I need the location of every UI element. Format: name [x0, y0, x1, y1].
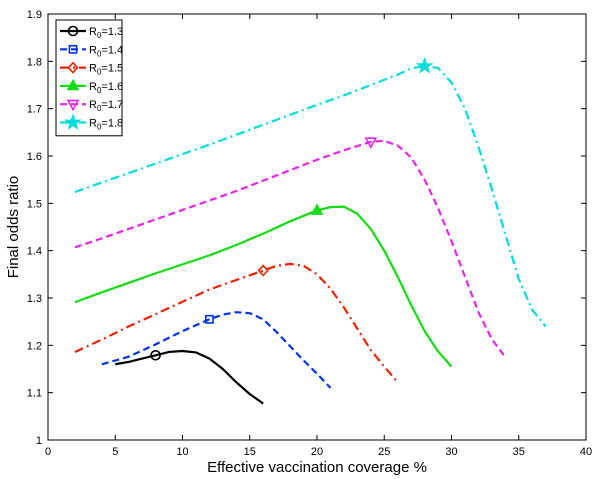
x-tick-label: 25 [378, 446, 390, 458]
legend-label-suffix: =1.3 [101, 26, 123, 38]
y-tick-label: 1.4 [27, 246, 42, 258]
y-tick-label: 1.5 [27, 198, 42, 210]
ticks-layer: 0 5 10 15 20 25 30 35 40 1 1.1 1.2 1.3 1.4 1.5 1.6 1.7 1.… [27, 9, 592, 458]
y-tick-label: 1.7 [27, 104, 42, 116]
legend-label: R0=1.8 [89, 118, 123, 132]
legend-label-suffix: =1.5 [101, 63, 123, 75]
legend-box [55, 19, 123, 137]
legend-item: R0=1.8 [60, 113, 123, 132]
legend-label-sub: 0 [97, 86, 102, 95]
x-tick-label: 30 [445, 446, 457, 458]
legend-label: R0=1.4 [89, 44, 123, 58]
series-line [74, 64, 547, 328]
series-line [74, 139, 507, 358]
legend-item: R0=1.5 [60, 61, 123, 77]
series-marker [205, 314, 214, 324]
legend-label-suffix: =1.8 [101, 118, 123, 130]
legend-marker [66, 78, 80, 91]
y-tick-label: 1.8 [27, 56, 42, 68]
legend-label-prefix: R [89, 99, 97, 111]
legend-label-prefix: R [89, 118, 97, 130]
legend-item: R0=1.4 [60, 44, 123, 58]
legend-marker [68, 44, 78, 54]
x-tick-label: 5 [112, 446, 118, 458]
y-axis-title: Final odds ratio [5, 176, 22, 279]
series-1 [101, 311, 332, 389]
axes-box [47, 13, 587, 441]
x-tick-label: 10 [176, 446, 188, 458]
legend-label-sub: 0 [97, 104, 102, 113]
series-marker [364, 137, 378, 149]
series-2 [74, 262, 399, 383]
series-5 [74, 56, 547, 328]
y-tick-label: 1.2 [27, 340, 42, 352]
y-tick-label: 1.9 [27, 9, 42, 21]
legend-marker [66, 99, 80, 112]
legend-label: R0=1.6 [89, 81, 123, 95]
series-line [115, 349, 264, 405]
legend-label-suffix: =1.6 [101, 81, 123, 93]
series-line [74, 262, 399, 383]
series-marker [150, 349, 161, 361]
y-tick-label: 1.1 [27, 388, 42, 400]
legend-item: R0=1.6 [60, 78, 123, 95]
series-marker [310, 203, 324, 215]
legend-item: R0=1.3 [60, 25, 123, 40]
series-marker [257, 264, 269, 277]
legend-label-prefix: R [89, 44, 97, 56]
series-0 [115, 349, 264, 405]
series-line [74, 205, 453, 368]
legend-marker [67, 61, 79, 74]
x-axis-title: Effective vaccination coverage % [207, 459, 427, 476]
legend-item: R0=1.7 [60, 99, 123, 113]
legend-label-suffix: =1.4 [101, 44, 123, 56]
legend-label: R0=1.5 [89, 63, 123, 77]
x-tick-label: 40 [580, 446, 592, 458]
y-tick-label: 1 [36, 435, 42, 447]
legend-label-prefix: R [89, 81, 97, 93]
legend: R0=1.3R0=1.4R0=1.5R0=1.6R0=1.7R0=1.8 [55, 19, 123, 137]
series-layer [74, 56, 547, 405]
legend-label-suffix: =1.7 [101, 99, 123, 111]
x-tick-label: 0 [45, 446, 51, 458]
series-3 [74, 203, 453, 368]
legend-label-sub: 0 [97, 31, 102, 40]
legend-label: R0=1.7 [89, 99, 123, 113]
legend-marker [64, 113, 82, 130]
legend-label-sub: 0 [97, 123, 102, 132]
legend-label: R0=1.3 [89, 26, 123, 40]
legend-label-sub: 0 [97, 49, 102, 58]
legend-label-prefix: R [89, 63, 97, 75]
x-tick-label: 20 [311, 446, 323, 458]
series-line [101, 311, 332, 389]
legend-label-prefix: R [89, 26, 97, 38]
x-tick-label: 15 [244, 446, 256, 458]
y-tick-label: 1.6 [27, 151, 42, 163]
y-tick-label: 1.3 [27, 293, 42, 305]
legend-marker [67, 25, 79, 37]
series-4 [74, 137, 507, 358]
x-tick-label: 35 [513, 446, 525, 458]
series-marker [415, 56, 434, 74]
legend-label-sub: 0 [97, 68, 102, 77]
